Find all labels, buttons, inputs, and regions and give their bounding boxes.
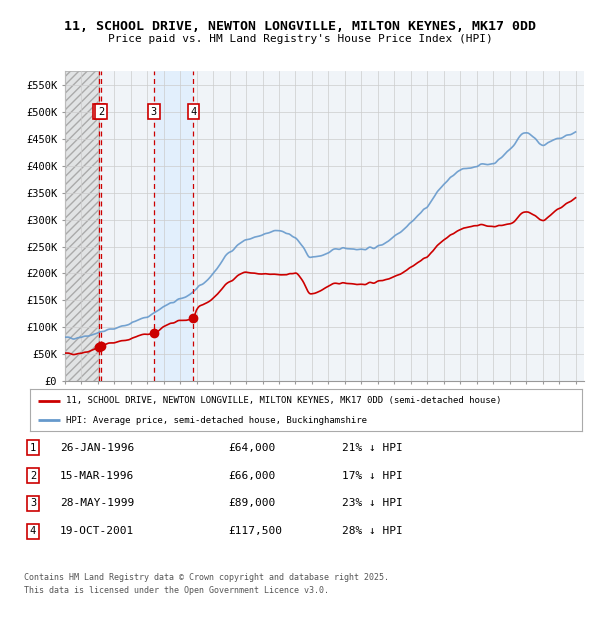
- Text: 3: 3: [151, 107, 157, 117]
- Text: £66,000: £66,000: [228, 471, 275, 480]
- Bar: [65, 71, 99, 381]
- Text: 17% ↓ HPI: 17% ↓ HPI: [342, 471, 403, 480]
- Text: This data is licensed under the Open Government Licence v3.0.: This data is licensed under the Open Gov…: [24, 586, 329, 595]
- Text: 11, SCHOOL DRIVE, NEWTON LONGVILLE, MILTON KEYNES, MK17 0DD (semi-detached house: 11, SCHOOL DRIVE, NEWTON LONGVILLE, MILT…: [66, 396, 501, 405]
- Text: HPI: Average price, semi-detached house, Buckinghamshire: HPI: Average price, semi-detached house,…: [66, 416, 367, 425]
- Text: 4: 4: [190, 107, 196, 117]
- Text: Contains HM Land Registry data © Crown copyright and database right 2025.: Contains HM Land Registry data © Crown c…: [24, 574, 389, 582]
- Text: 2: 2: [30, 471, 36, 480]
- Text: 4: 4: [30, 526, 36, 536]
- Text: 1: 1: [96, 107, 102, 117]
- Bar: [65, 71, 99, 381]
- Text: Price paid vs. HM Land Registry's House Price Index (HPI): Price paid vs. HM Land Registry's House …: [107, 34, 493, 44]
- Text: 11, SCHOOL DRIVE, NEWTON LONGVILLE, MILTON KEYNES, MK17 0DD: 11, SCHOOL DRIVE, NEWTON LONGVILLE, MILT…: [64, 20, 536, 32]
- Text: 28% ↓ HPI: 28% ↓ HPI: [342, 526, 403, 536]
- Text: £89,000: £89,000: [228, 498, 275, 508]
- Text: 3: 3: [30, 498, 36, 508]
- Text: 21% ↓ HPI: 21% ↓ HPI: [342, 443, 403, 453]
- Text: 2: 2: [98, 107, 104, 117]
- Text: 23% ↓ HPI: 23% ↓ HPI: [342, 498, 403, 508]
- Text: 15-MAR-1996: 15-MAR-1996: [60, 471, 134, 480]
- Text: 26-JAN-1996: 26-JAN-1996: [60, 443, 134, 453]
- Text: 1: 1: [30, 443, 36, 453]
- Text: 19-OCT-2001: 19-OCT-2001: [60, 526, 134, 536]
- Text: £64,000: £64,000: [228, 443, 275, 453]
- Text: £117,500: £117,500: [228, 526, 282, 536]
- Text: 28-MAY-1999: 28-MAY-1999: [60, 498, 134, 508]
- Bar: [154, 71, 193, 381]
